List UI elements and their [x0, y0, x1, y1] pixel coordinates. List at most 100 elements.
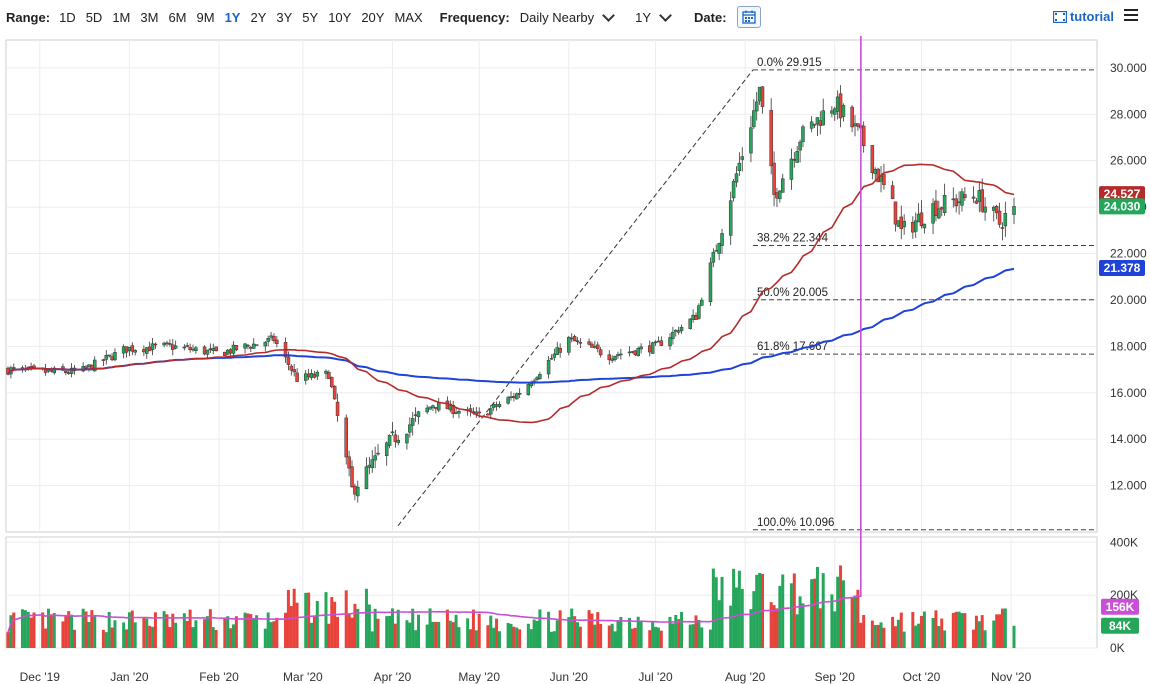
- volume-bar-down: [677, 619, 681, 648]
- volume-bar-up: [957, 611, 961, 648]
- y-tick-label: 26.000: [1110, 154, 1147, 168]
- volume-bar-up: [304, 592, 308, 648]
- volume-bar-down: [775, 608, 779, 648]
- candle-down: [856, 123, 860, 127]
- moving-average-50-line: [7, 163, 1015, 424]
- volume-bar-up: [717, 600, 721, 648]
- volume-bar-down: [972, 629, 976, 648]
- volume-bar-down: [590, 613, 594, 648]
- candle-up: [546, 360, 551, 375]
- range-button-5d[interactable]: 5D: [85, 9, 103, 25]
- volume-bar-down: [486, 625, 490, 648]
- volume-bar-up: [448, 620, 452, 648]
- volume-bar-down: [168, 627, 172, 648]
- volume-bar-up: [532, 619, 536, 648]
- candle-up: [809, 121, 814, 129]
- candle-up: [650, 342, 655, 354]
- candle-up: [211, 347, 215, 351]
- volume-bar-down: [208, 609, 212, 648]
- range-button-1m[interactable]: 1M: [112, 9, 131, 25]
- volume-bar-up: [408, 622, 412, 648]
- volume-bar-down: [188, 609, 192, 648]
- volume-bar-down: [573, 616, 577, 648]
- volume-bar-down: [518, 629, 522, 648]
- volume-bar-down: [333, 601, 337, 648]
- candle-up: [269, 335, 273, 338]
- volume-bar-up: [992, 620, 996, 648]
- volume-bar-down: [882, 627, 886, 648]
- volume-bar-down: [130, 610, 134, 648]
- volume-bar-down: [630, 628, 634, 648]
- candle-down: [997, 210, 1002, 225]
- candle-up: [833, 108, 837, 115]
- ma200-value: 21.378: [1104, 261, 1141, 275]
- candle-down: [64, 370, 68, 373]
- volume-bar-down: [998, 614, 1002, 648]
- candle-down: [648, 345, 652, 353]
- volume-bar-up: [1003, 608, 1007, 648]
- candle-up: [754, 101, 759, 112]
- range-button-10y[interactable]: 10Y: [328, 9, 352, 25]
- moving-average-200-line: [7, 267, 1015, 384]
- volume-bar-up: [778, 585, 782, 648]
- volume-bar-up: [538, 609, 542, 648]
- candle-down: [434, 407, 438, 409]
- y-tick-label: 30.000: [1110, 61, 1147, 75]
- volume-bar-down: [110, 627, 114, 648]
- volume-bar-down: [275, 617, 279, 648]
- volume-bar-up: [619, 616, 623, 648]
- tutorial-link[interactable]: tutorial: [1052, 9, 1114, 24]
- range-button-5y[interactable]: 5Y: [302, 9, 319, 25]
- volume-bar-down: [312, 615, 316, 648]
- volume-bar-down: [347, 613, 351, 648]
- period-dropdown[interactable]: 1Y: [635, 8, 672, 25]
- volume-bar-up: [815, 566, 819, 648]
- candle-up: [835, 96, 840, 112]
- volume-bar-down: [839, 565, 843, 648]
- candle-down: [772, 162, 776, 195]
- candle-up: [413, 414, 418, 417]
- range-button-3m[interactable]: 3M: [140, 9, 159, 25]
- candle-up: [428, 406, 432, 410]
- volume-bar-up: [613, 631, 617, 648]
- x-tick-label: Jun '20: [550, 670, 589, 684]
- candle-up: [552, 353, 557, 358]
- volume-bar-down: [292, 588, 296, 648]
- volume-bar-up: [457, 627, 461, 648]
- volume-bar-down: [940, 618, 944, 648]
- volume-bar-up: [431, 621, 435, 648]
- volume-bar-down: [171, 613, 175, 648]
- candle-down: [289, 365, 294, 371]
- range-button-9m[interactable]: 9M: [196, 9, 215, 25]
- candle-up: [957, 201, 961, 204]
- range-button-max[interactable]: MAX: [394, 9, 423, 25]
- candle-up: [569, 337, 574, 340]
- range-button-20y[interactable]: 20Y: [361, 9, 385, 25]
- candle-down: [512, 396, 516, 399]
- candle-up: [304, 373, 308, 381]
- y-tick-label: 14.000: [1110, 432, 1147, 446]
- x-tick-label: Aug '20: [725, 670, 766, 684]
- range-button-3y[interactable]: 3Y: [276, 9, 293, 25]
- volume-bar-up: [474, 630, 478, 648]
- range-button-6m[interactable]: 6M: [168, 9, 187, 25]
- candle-up: [309, 373, 314, 378]
- range-button-1d[interactable]: 1D: [59, 9, 76, 25]
- candle-down: [332, 385, 337, 400]
- range-button-1y[interactable]: 1Y: [224, 9, 241, 25]
- candle-up: [567, 337, 571, 353]
- candle-down: [486, 413, 490, 416]
- range-button-2y[interactable]: 2Y: [250, 9, 267, 25]
- price-chart[interactable]: 12.000 14.000 16.000 18.000 20.000 22.000 24.0…: [0, 36, 1150, 684]
- hamburger-menu-icon[interactable]: [1124, 9, 1138, 21]
- candle-down: [228, 349, 233, 354]
- volume-bar-up: [506, 622, 510, 648]
- volume-bar-up: [555, 620, 559, 648]
- volume-bar-down: [12, 612, 16, 648]
- volume-bar-up: [795, 614, 799, 648]
- volume-bar-down: [995, 614, 999, 648]
- volume-bar-up: [385, 616, 389, 648]
- volume-bar-down: [911, 611, 915, 648]
- calendar-button[interactable]: [736, 6, 761, 28]
- frequency-dropdown[interactable]: Daily Nearby: [520, 8, 616, 25]
